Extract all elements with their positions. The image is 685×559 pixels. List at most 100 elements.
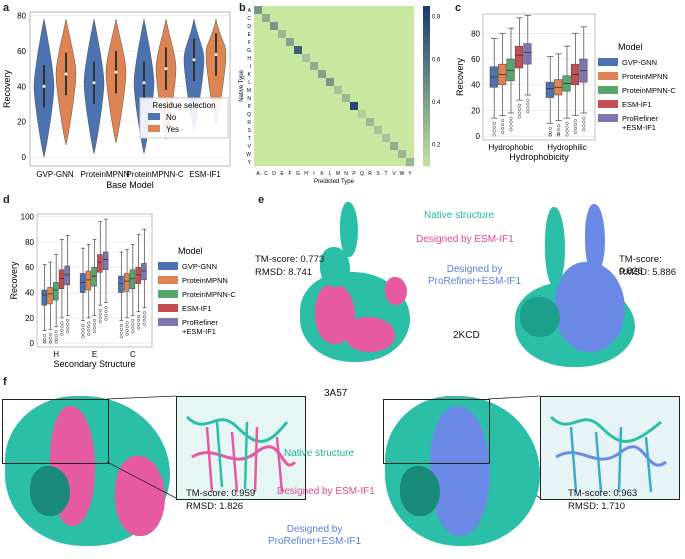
outlier-c (492, 129, 496, 133)
colorbar-segment (423, 58, 430, 63)
heatmap-cell (390, 46, 399, 55)
heatmap-cell (294, 102, 303, 111)
heatmap-cell (382, 54, 391, 63)
outlier-c (509, 120, 513, 124)
legend-swatch-d (158, 262, 178, 270)
inset-f-right (540, 396, 680, 500)
outlier-d (81, 327, 85, 331)
outlier-d (131, 322, 135, 326)
heatmap-cell (374, 150, 383, 159)
heatmap-cell (262, 94, 271, 103)
xlabel-c: Hydrophobicity (509, 152, 569, 162)
heatmap-cell (342, 118, 351, 127)
legend-swatch-a (148, 113, 160, 120)
heatmap-cell (342, 62, 351, 71)
panel-label-c: c (455, 2, 462, 14)
colorbar-tick: 0.8 (432, 15, 441, 21)
heatmap-cell (278, 14, 287, 23)
heatmap-cell (254, 126, 263, 135)
heatmap-cell (326, 142, 335, 151)
outlier-c (557, 132, 561, 136)
legend-swatch-c (598, 114, 618, 122)
outlier-c (548, 130, 552, 134)
heatmap-cell (398, 102, 407, 111)
heatmap-cell (310, 78, 319, 87)
outlier-d (98, 312, 102, 316)
legend-swatch-a (148, 125, 160, 132)
heatmap-cell (278, 150, 287, 159)
heatmap-cell (270, 54, 279, 63)
heatmap-cell (374, 38, 383, 47)
heatmap-cell (294, 134, 303, 143)
heatmap-cell (406, 158, 415, 167)
heatmap-cell (286, 110, 295, 119)
heatmap-cell (286, 70, 295, 79)
heatmap-xtick: C (264, 171, 268, 177)
heatmap-cell (318, 14, 327, 23)
heatmap-cell (270, 38, 279, 47)
heatmap-cell (366, 110, 375, 119)
heatmap-cell (382, 86, 391, 95)
ytick-label-d: 80 (25, 238, 34, 247)
heatmap-cell (358, 102, 367, 111)
heatmap-cell (294, 30, 303, 39)
heatmap-cell (382, 118, 391, 127)
outlier-c (517, 107, 521, 111)
heatmap-cell (310, 54, 319, 63)
heatmap-cell (318, 158, 327, 167)
heatmap-cell (270, 118, 279, 127)
box-d (53, 282, 59, 301)
heatmap-cell (326, 94, 335, 103)
outlier-d (92, 326, 97, 330)
outlier-d (125, 321, 129, 325)
heatmap-cell (254, 54, 263, 63)
heatmap-cell (278, 70, 287, 79)
heatmap-cell (326, 78, 335, 87)
heatmap-cell (390, 94, 399, 103)
heatmap-cell (398, 118, 407, 127)
heatmap-cell (278, 102, 287, 111)
legend-swatch-c (598, 72, 618, 80)
ytick-label-c: 20 (471, 106, 480, 115)
colorbar-segment (423, 158, 430, 163)
heatmap-cell (302, 70, 311, 79)
inset-f-left (176, 396, 306, 500)
heatmap-cell (398, 142, 407, 151)
heatmap-cell (270, 6, 279, 15)
box-d (85, 270, 92, 291)
heatmap-xtick: G (296, 171, 300, 177)
heatmap-cell (270, 110, 279, 119)
heatmap-cell (350, 134, 359, 143)
heatmap-cell (254, 78, 263, 87)
outlier-d (104, 306, 108, 310)
heatmap-cell (286, 62, 295, 71)
heatmap-cell (374, 118, 383, 127)
legend-entry-d: GVP-GNN (182, 262, 217, 271)
box-d (97, 254, 103, 273)
heatmap-ytick: W (246, 152, 251, 158)
heatmap-cell (302, 86, 311, 95)
colorbar-segment (423, 130, 430, 135)
heatmap-cell (286, 54, 295, 63)
heatmap-cell (390, 78, 399, 87)
outlier-c (517, 111, 521, 115)
heatmap-cell (342, 30, 351, 39)
box-d (64, 265, 70, 286)
box-c (514, 45, 524, 69)
heatmap-cell (318, 102, 327, 111)
outlier-d (66, 322, 70, 326)
heatmap-xlabel: Predicted Type (314, 179, 355, 185)
heatmap-cell (318, 22, 327, 31)
heatmap-xtick: Q (360, 171, 364, 177)
heatmap-cell (302, 46, 311, 55)
outlier-d (98, 316, 102, 320)
heatmap-cell (390, 38, 399, 47)
heatmap-cell (302, 142, 311, 151)
legend-entry-d: +ESM-IF1 (182, 327, 216, 336)
heatmap-cell (406, 86, 415, 95)
heatmap-cell (254, 150, 263, 159)
heatmap-cell (382, 62, 391, 71)
heatmap-cell (374, 78, 383, 87)
xtick-label-d: E (92, 350, 97, 359)
heatmap-cell (398, 62, 407, 71)
